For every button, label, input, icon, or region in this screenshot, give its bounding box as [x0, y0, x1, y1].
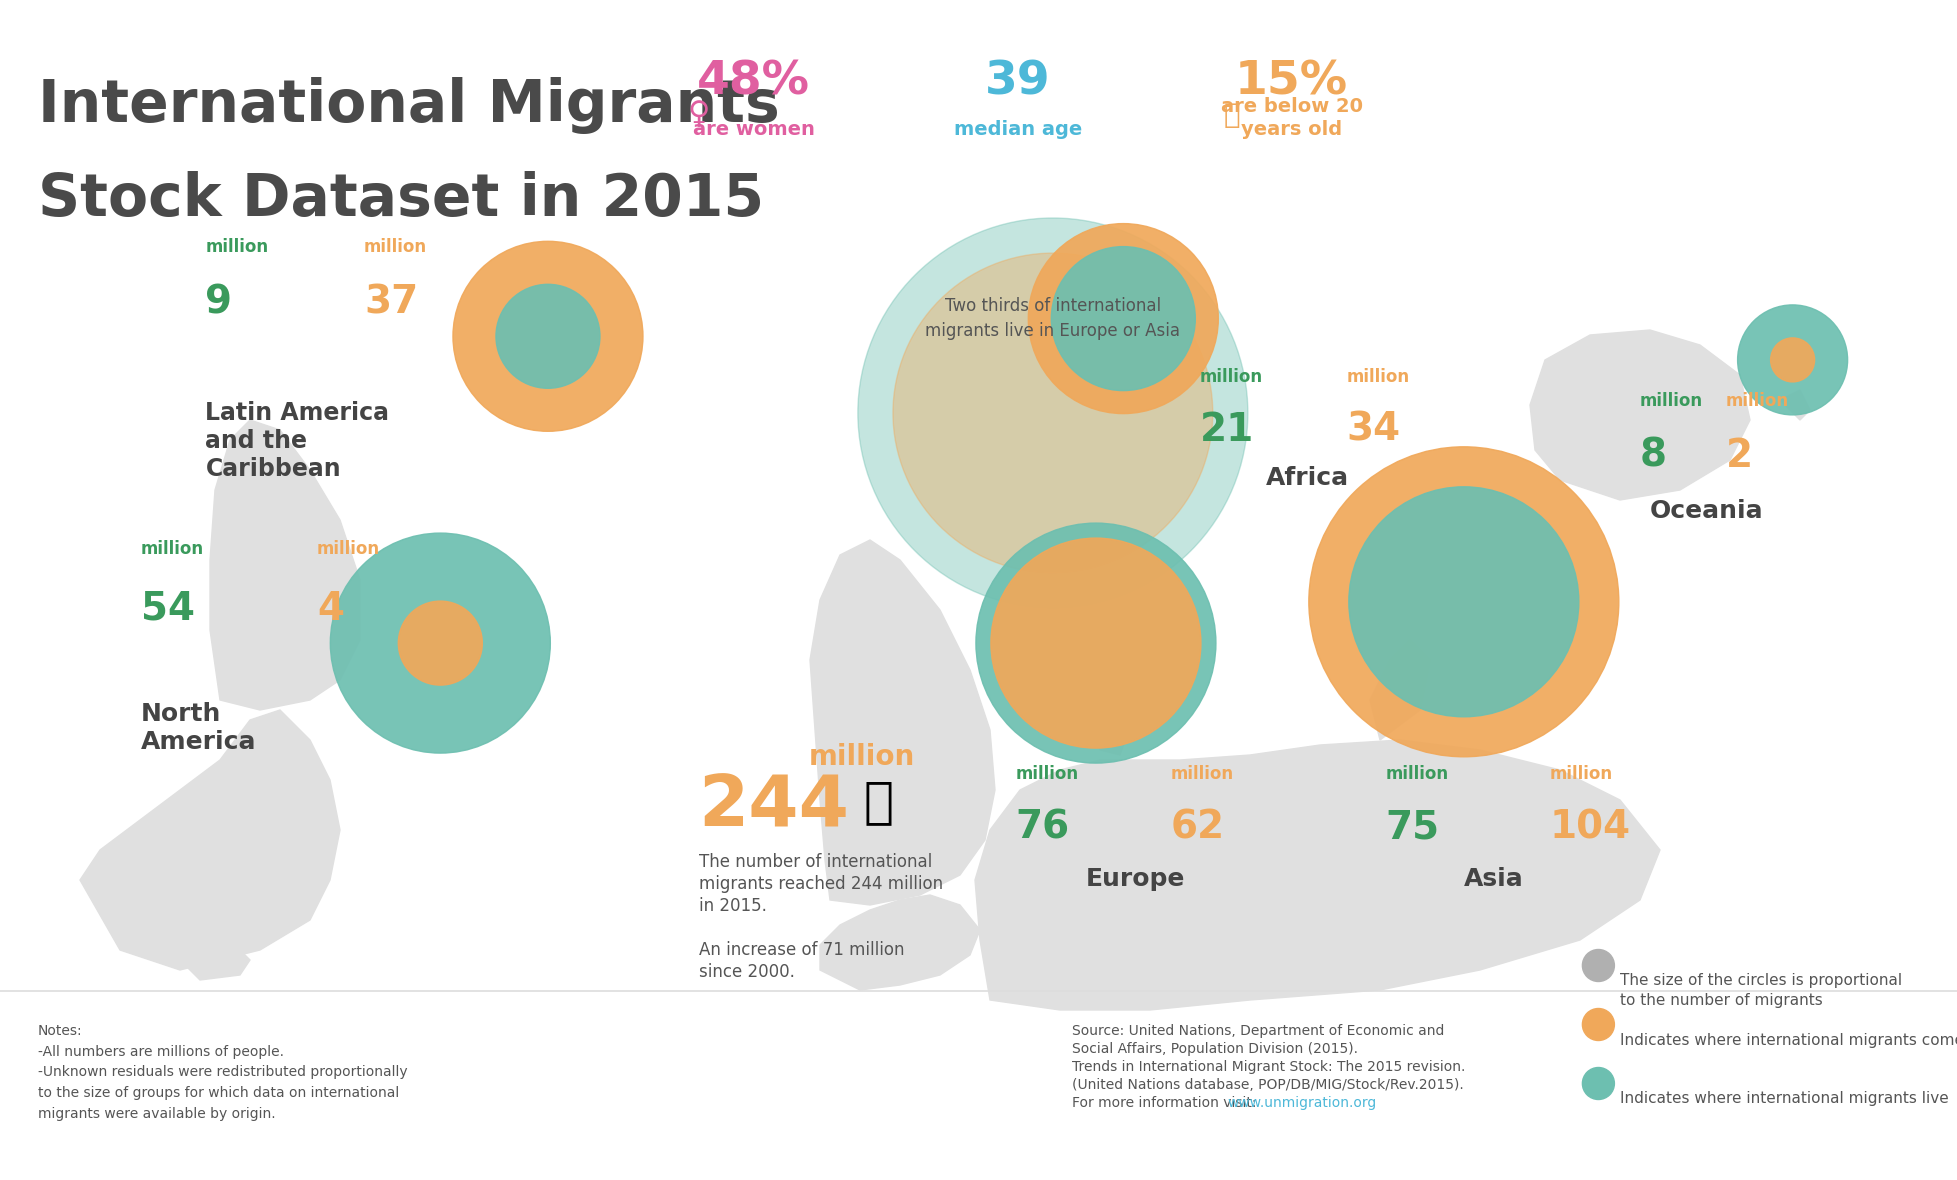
Text: Trends in International Migrant Stock: The 2015 revision.: Trends in International Migrant Stock: T… — [1072, 1061, 1466, 1074]
Circle shape — [452, 241, 644, 432]
Text: Africa: Africa — [1266, 466, 1348, 490]
Text: Source: United Nations, Department of Economic and: Source: United Nations, Department of Ec… — [1072, 1024, 1444, 1038]
Circle shape — [857, 218, 1249, 608]
Text: Notes:
-All numbers are millions of people.
-Unknown residuals were redistribute: Notes: -All numbers are millions of peop… — [37, 1024, 407, 1121]
Text: in 2015.: in 2015. — [699, 897, 767, 914]
Text: 🧍: 🧍 — [1223, 101, 1241, 130]
Circle shape — [1027, 223, 1219, 414]
Circle shape — [1583, 950, 1615, 982]
Text: Latin America
and the
Caribbean: Latin America and the Caribbean — [205, 401, 389, 480]
Text: (United Nations database, POP/DB/MIG/Stock/Rev.2015).: (United Nations database, POP/DB/MIG/Sto… — [1072, 1079, 1464, 1093]
Polygon shape — [810, 540, 994, 905]
Circle shape — [1348, 487, 1579, 716]
Polygon shape — [80, 710, 341, 970]
Polygon shape — [820, 894, 980, 990]
Text: million: million — [205, 238, 268, 256]
Text: million: million — [1200, 368, 1262, 386]
Text: An increase of 71 million: An increase of 71 million — [699, 940, 904, 959]
Text: 21: 21 — [1200, 411, 1254, 448]
Circle shape — [977, 523, 1215, 763]
Text: 15%: 15% — [1235, 59, 1348, 104]
Text: Social Affairs, Population Division (2015).: Social Affairs, Population Division (201… — [1072, 1042, 1358, 1056]
Text: Europe: Europe — [1086, 867, 1186, 891]
Text: are below 20
years old: are below 20 years old — [1221, 97, 1362, 139]
Text: million: million — [1170, 765, 1233, 782]
Polygon shape — [1781, 391, 1810, 420]
Text: 34: 34 — [1346, 411, 1401, 448]
Text: 39: 39 — [984, 59, 1051, 104]
Text: 244: 244 — [699, 773, 849, 841]
Text: For more information visit:: For more information visit: — [1072, 1096, 1262, 1110]
Text: million: million — [808, 743, 916, 771]
Text: 54: 54 — [141, 590, 196, 628]
Text: since 2000.: since 2000. — [699, 963, 795, 981]
Polygon shape — [209, 420, 360, 710]
Circle shape — [399, 601, 481, 686]
Text: million: million — [1726, 392, 1789, 409]
Text: million: million — [141, 540, 204, 558]
Polygon shape — [1370, 640, 1431, 740]
Text: are women: are women — [693, 120, 814, 139]
Text: 4: 4 — [317, 590, 344, 628]
Text: Indicates where international migrants live: Indicates where international migrants l… — [1620, 1092, 1949, 1107]
Text: million: million — [317, 540, 380, 558]
Text: 62: 62 — [1170, 808, 1225, 846]
Circle shape — [990, 538, 1202, 748]
Text: www.unmigration.org: www.unmigration.org — [1227, 1096, 1376, 1110]
Text: million: million — [1550, 765, 1613, 782]
Text: million: million — [1016, 765, 1078, 782]
Text: 9: 9 — [205, 283, 233, 321]
Text: 75: 75 — [1386, 808, 1440, 846]
Text: million: million — [1346, 368, 1409, 386]
Text: International Migrants: International Migrants — [37, 77, 779, 133]
Text: million: million — [1386, 765, 1448, 782]
Circle shape — [1051, 247, 1196, 391]
Text: 48%: 48% — [697, 59, 810, 104]
Text: Indicates where international migrants come from: Indicates where international migrants c… — [1620, 1032, 1957, 1048]
Circle shape — [1738, 304, 1847, 415]
Text: The number of international: The number of international — [699, 853, 932, 871]
Circle shape — [1309, 447, 1618, 756]
Polygon shape — [170, 935, 250, 981]
Circle shape — [1583, 1068, 1615, 1100]
Polygon shape — [1530, 330, 1750, 500]
Text: 🚶: 🚶 — [863, 778, 894, 826]
Text: Asia: Asia — [1464, 867, 1525, 891]
Circle shape — [1771, 337, 1814, 382]
Text: Stock Dataset in 2015: Stock Dataset in 2015 — [37, 171, 763, 228]
Text: 37: 37 — [364, 283, 419, 321]
Text: ♀: ♀ — [687, 100, 710, 130]
Text: The size of the circles is proportional
to the number of migrants: The size of the circles is proportional … — [1620, 974, 1902, 1008]
Circle shape — [331, 533, 550, 753]
Text: 76: 76 — [1016, 808, 1070, 846]
Circle shape — [495, 284, 601, 388]
Circle shape — [1583, 1009, 1615, 1041]
Text: median age: median age — [953, 120, 1082, 139]
Text: 8: 8 — [1640, 437, 1667, 474]
Polygon shape — [975, 740, 1660, 1010]
Text: million: million — [1640, 392, 1703, 409]
Text: 2: 2 — [1726, 437, 1753, 474]
Circle shape — [892, 253, 1213, 573]
Text: million: million — [364, 238, 427, 256]
Text: North
America: North America — [141, 702, 256, 754]
Text: Two thirds of international
migrants live in Europe or Asia: Two thirds of international migrants liv… — [926, 297, 1180, 340]
Text: Oceania: Oceania — [1650, 499, 1763, 523]
Text: migrants reached 244 million: migrants reached 244 million — [699, 874, 943, 893]
Polygon shape — [1080, 620, 1141, 755]
Text: 104: 104 — [1550, 808, 1630, 846]
